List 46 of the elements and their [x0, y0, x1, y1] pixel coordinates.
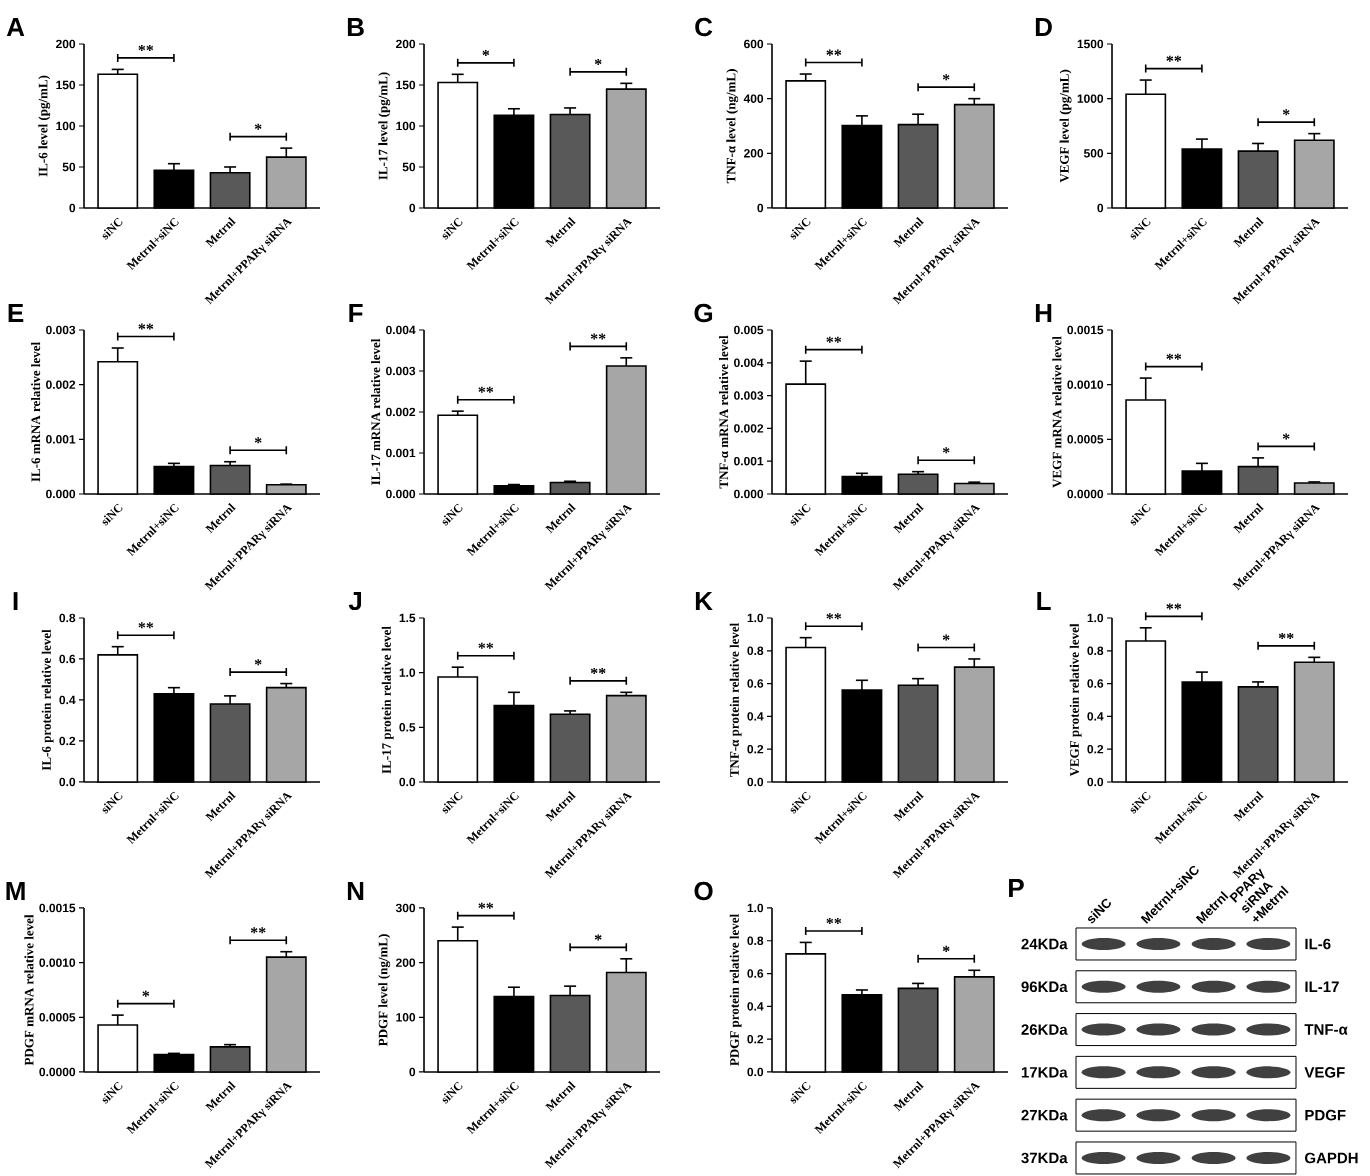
chart-title: C — [695, 17, 713, 37]
annotation: * — [254, 659, 262, 666]
annotation: ** — [590, 333, 606, 340]
annotation: ** — [826, 336, 842, 343]
chart-title: J — [348, 591, 362, 611]
chart-title: G — [694, 303, 713, 323]
annotation: * — [942, 634, 950, 641]
annotation: * — [942, 74, 950, 81]
chart-title: N — [347, 882, 364, 900]
chart-title: K — [695, 592, 713, 610]
text: ** — [138, 323, 154, 330]
annotation: ** — [590, 667, 606, 674]
chart-title: O — [694, 881, 713, 901]
text: P — [1009, 879, 1024, 897]
annotation: * — [254, 437, 262, 444]
chart-title: A — [6, 18, 25, 36]
text: ** — [1166, 603, 1182, 610]
annotation: * — [594, 58, 602, 65]
annotation: ** — [826, 917, 842, 925]
annotation: ** — [250, 927, 266, 934]
chart-title: I — [13, 592, 18, 610]
annotation: * — [942, 945, 950, 952]
annotation: ** — [1166, 55, 1182, 62]
annotation: ** — [478, 902, 494, 909]
annotation: ** — [826, 49, 842, 56]
chart-title: D — [1035, 18, 1052, 36]
annotation: * — [482, 49, 490, 56]
annotation: * — [142, 990, 150, 997]
chart-title: L — [1037, 592, 1051, 610]
chart-title: B — [347, 18, 364, 36]
chart-title: H — [1035, 304, 1052, 322]
annotation: ** — [478, 642, 494, 649]
annotation: * — [1282, 433, 1290, 440]
annotation: * — [1282, 109, 1290, 116]
chart-title: F — [349, 304, 363, 322]
annotation: ** — [478, 386, 494, 393]
chart-title: E — [8, 304, 24, 322]
annotation: ** — [1166, 353, 1182, 360]
annotation: ** — [1278, 632, 1294, 639]
annotation: * — [942, 447, 950, 454]
annotation: ** — [138, 622, 154, 629]
annotation: ** — [826, 613, 842, 620]
annotation: * — [594, 934, 602, 941]
chart-title: M — [6, 882, 25, 900]
annotation: * — [254, 123, 262, 130]
annotation: ** — [138, 44, 154, 51]
